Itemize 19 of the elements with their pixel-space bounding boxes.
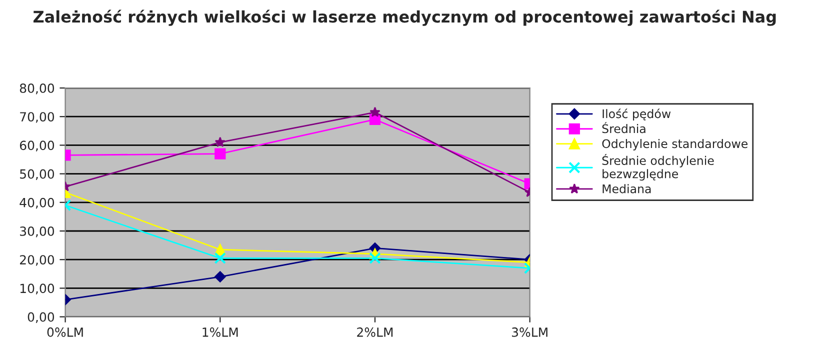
y-tick-label: 70,00 bbox=[20, 112, 54, 123]
legend-label: Mediana bbox=[602, 184, 651, 194]
y-tick-label: 80,00 bbox=[20, 83, 54, 94]
legend-label: Odchylenie standardowe bbox=[602, 139, 748, 150]
y-tick-label: 40,00 bbox=[20, 198, 54, 209]
y-tick-label: 30,00 bbox=[20, 226, 54, 238]
x-tick-label: 0%LM bbox=[47, 327, 83, 337]
x-tick-label: 3%LM bbox=[512, 327, 548, 337]
y-tick-label: 10,00 bbox=[20, 284, 54, 294]
y-tick-label: 20,00 bbox=[20, 255, 54, 266]
y-tick-label: 0,00 bbox=[28, 312, 54, 323]
y-tick-label: 50,00 bbox=[20, 169, 54, 180]
legend-label: Średnie odchylenie bezwzględne bbox=[602, 154, 714, 181]
y-tick-label: 60,00 bbox=[20, 140, 54, 152]
legend-label: Ilość pędów bbox=[602, 108, 671, 120]
x-tick-label: 2%LM bbox=[357, 327, 393, 337]
x-tick-label: 1%LM bbox=[202, 327, 238, 337]
chart-title: Zależność różnych wielkości w laserze medycznym od procentowej zawartości Nag bbox=[33, 10, 776, 26]
legend-label: Średnia bbox=[602, 122, 646, 134]
